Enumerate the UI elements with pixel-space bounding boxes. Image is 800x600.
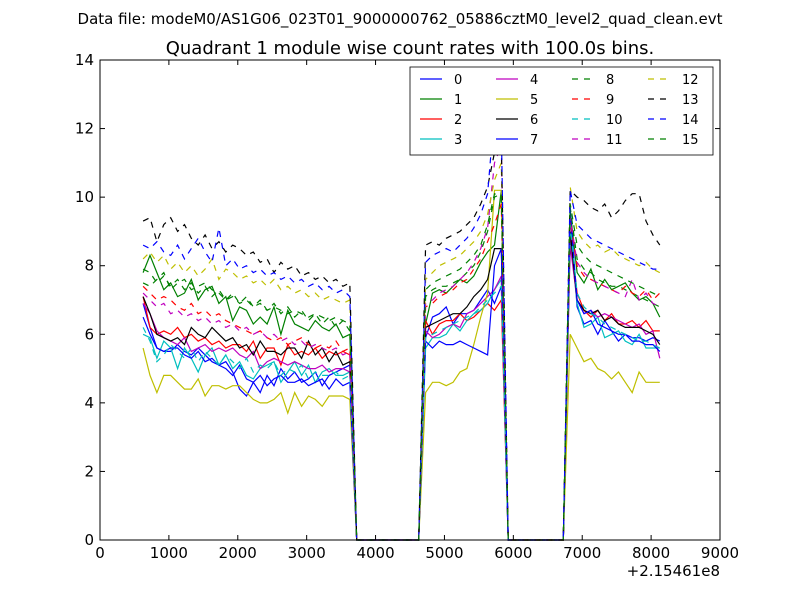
y-tick-label: 0 xyxy=(84,531,94,549)
y-tick-label: 8 xyxy=(84,257,94,275)
legend-label-2: 2 xyxy=(454,113,462,128)
plot-lines xyxy=(142,111,661,541)
series-line-5 xyxy=(142,189,660,541)
series-line-12 xyxy=(142,162,661,541)
x-tick-label: 6000 xyxy=(494,544,532,562)
x-tick-label: 8000 xyxy=(632,544,670,562)
x-tick-label: 3000 xyxy=(288,544,326,562)
data-file-suptitle: Data file: modeM0/AS1G06_023T01_90000007… xyxy=(78,10,723,29)
series-line-14 xyxy=(142,111,660,541)
legend-box xyxy=(409,66,714,156)
series-line-13 xyxy=(142,140,661,541)
series-line-9 xyxy=(142,203,661,541)
axis-ticks: 0 1000 2000 3000 4000 5000 6000 7000 8000 9000 0 2 4… xyxy=(75,51,739,562)
y-tick-label: 2 xyxy=(84,462,94,480)
legend-label-5: 5 xyxy=(530,93,538,108)
legend-label-15: 15 xyxy=(682,133,699,148)
x-offset-label: +2.15461e8 xyxy=(627,562,720,580)
legend-label-7: 7 xyxy=(530,133,538,148)
legend-label-10: 10 xyxy=(606,113,623,128)
series-line-8 xyxy=(142,192,661,541)
legend-label-6: 6 xyxy=(530,113,538,128)
series-line-4 xyxy=(142,245,661,541)
x-tick-label: 0 xyxy=(95,544,105,562)
series-line-10 xyxy=(142,224,661,541)
x-tick-label: 7000 xyxy=(563,544,601,562)
series-line-0 xyxy=(142,214,661,541)
legend-label-9: 9 xyxy=(606,93,614,108)
plot-frame xyxy=(99,59,721,541)
legend-label-3: 3 xyxy=(454,133,462,148)
legend-label-12: 12 xyxy=(682,73,699,88)
legend-label-14: 14 xyxy=(682,113,699,128)
y-tick-label: 6 xyxy=(84,325,94,343)
x-tick-label: 5000 xyxy=(425,544,463,562)
series-line-1 xyxy=(142,190,661,541)
series-line-15 xyxy=(142,192,661,541)
series-line-3 xyxy=(142,238,660,541)
x-tick-label: 9000 xyxy=(701,544,739,562)
y-tick-label: 12 xyxy=(75,120,94,138)
y-tick-label: 14 xyxy=(75,51,94,69)
legend-label-13: 13 xyxy=(682,93,699,108)
chart-title: Quadrant 1 module wise count rates with … xyxy=(166,38,655,59)
y-tick-label: 4 xyxy=(84,394,94,412)
x-tick-label: 1000 xyxy=(150,544,188,562)
legend-label-8: 8 xyxy=(606,73,614,88)
x-tick-label: 2000 xyxy=(219,544,257,562)
legend-label-1: 1 xyxy=(454,93,462,108)
legend-label-0: 0 xyxy=(454,73,462,88)
x-tick-label: 4000 xyxy=(356,544,394,562)
legend-label-11: 11 xyxy=(606,133,623,148)
series-line-7 xyxy=(142,210,661,541)
legend-label-4: 4 xyxy=(530,73,538,88)
y-tick-label: 10 xyxy=(75,188,94,206)
